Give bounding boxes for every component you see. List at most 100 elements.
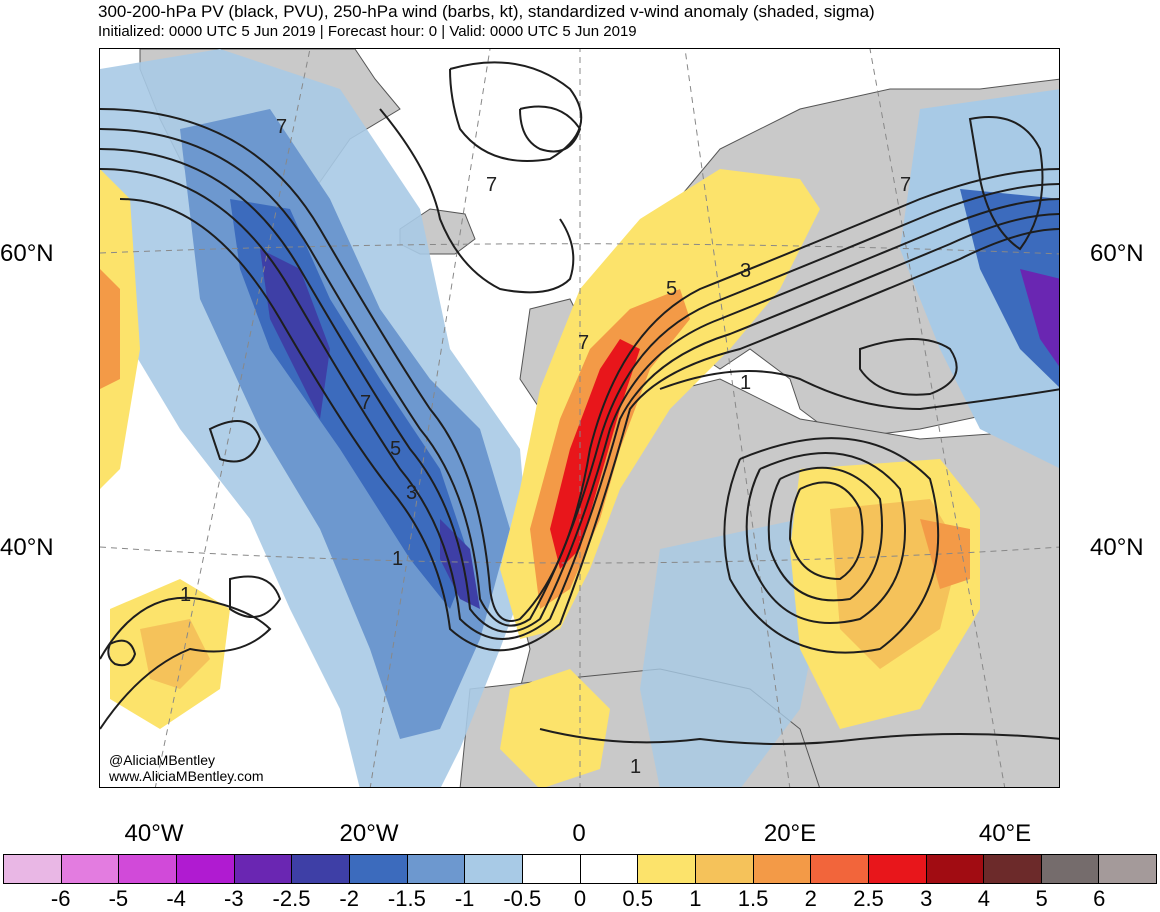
graticule — [100, 49, 1059, 787]
contour-label: 1 — [740, 372, 751, 394]
colorbar-tick-label: 4 — [977, 886, 991, 911]
colorbar-swatch — [1098, 854, 1158, 884]
colorbar-tick-label: 5 — [1035, 886, 1048, 911]
pv-contours — [100, 61, 1059, 745]
colorbar-tick-label: 6 — [1093, 886, 1106, 911]
positive-anomaly-central-core — [920, 519, 970, 589]
colorbar — [3, 854, 1158, 884]
colorbar-swatch — [983, 854, 1041, 884]
pv-contour — [100, 128, 1059, 627]
pv-contour — [100, 168, 1059, 640]
lon-label-40e: 40°E — [978, 820, 1032, 847]
colorbar-swatch — [1040, 854, 1099, 884]
pv-contour — [449, 61, 583, 162]
colorbar-tick-label: 2.5 — [853, 886, 884, 911]
colorbar-tick-label: 0 — [573, 886, 587, 911]
contour-label: 5 — [390, 438, 401, 460]
lon-label-0: 0 — [572, 820, 586, 847]
colorbar-swatch — [406, 854, 465, 884]
gridline-20e — [684, 49, 791, 787]
negative-anomaly-west-min2 — [440, 519, 480, 609]
lon-label-40w: 40°W — [124, 820, 184, 847]
contour-label: 7 — [486, 174, 497, 196]
gridline-40e — [869, 49, 1006, 787]
colorbar-swatch — [175, 854, 234, 884]
colorbar-swatch — [3, 854, 61, 884]
contour-label: 1 — [392, 548, 403, 570]
pv-contour — [859, 338, 958, 396]
pv-contour — [659, 370, 1059, 411]
pv-contour — [968, 116, 1044, 251]
lon-label-20w: 20°W — [339, 820, 399, 847]
colorbar-tick-label: -4 — [166, 886, 186, 911]
contour-label-group: 7 7 7 5 3 1 7 5 3 1 1 1 7 — [180, 116, 911, 778]
positive-anomaly-southwest-core — [140, 619, 210, 689]
colorbar-tick-label: -5 — [108, 886, 129, 911]
pv-contour — [519, 105, 582, 153]
lat-label-40n-left: 40°N — [0, 534, 54, 561]
lat-label-60n-right: 60°N — [1090, 240, 1144, 267]
map-title: 300-200-hPa PV (black, PVU), 250-hPa win… — [98, 2, 875, 21]
colorbar-swatch — [867, 854, 926, 884]
contour-label: 3 — [740, 260, 751, 282]
negative-anomaly-southeast — [640, 519, 820, 787]
colorbar-swatch — [925, 854, 984, 884]
contour-label: 7 — [360, 392, 371, 414]
colorbar-swatch — [694, 854, 753, 884]
pv-contour — [723, 437, 940, 654]
colorbar-tick-label: 1 — [689, 886, 702, 911]
colorbar-swatch — [810, 854, 868, 884]
colorbar-tick-label: 2 — [804, 886, 817, 911]
pv-contour — [539, 728, 1059, 745]
colorbar-swatch — [521, 854, 580, 884]
pv-contour — [100, 108, 1059, 622]
pv-contour — [208, 420, 262, 463]
colorbar-tick-label: -1 — [454, 886, 475, 911]
pv-contour — [379, 108, 575, 294]
colorbar-tick-label: 1.5 — [737, 886, 769, 911]
colorbar-tick-label: -3 — [224, 886, 244, 911]
pv-contour — [788, 481, 864, 581]
contour-label: 7 — [578, 332, 589, 354]
negative-anomaly-east — [900, 89, 1059, 469]
contour-label: 5 — [666, 278, 677, 300]
pv-contour — [100, 148, 1059, 633]
anomaly-shading — [100, 49, 1059, 787]
negative-anomaly-west-min — [260, 249, 330, 419]
colorbar-swatch — [637, 854, 695, 884]
contour-label: 7 — [900, 174, 911, 196]
positive-anomaly-west-strip-core — [100, 269, 120, 389]
pv-contour — [745, 452, 906, 624]
gridline-40w — [154, 49, 311, 787]
pv-contour — [107, 639, 137, 667]
colorbar-swatch — [348, 854, 407, 884]
map-subtitle: Initialized: 0000 UTC 5 Jun 2019 | Forec… — [98, 23, 637, 40]
contour-label: 1 — [180, 584, 191, 606]
lat-label-40n-right: 40°N — [1090, 534, 1144, 561]
positive-anomaly-iberia — [500, 669, 610, 787]
contour-label: 7 — [276, 116, 287, 138]
colorbar-swatch — [118, 854, 176, 884]
negative-anomaly-east-min — [1020, 269, 1059, 367]
pv-contour — [229, 575, 282, 618]
colorbar-tick-label: -2 — [339, 886, 359, 911]
gridline-20w — [369, 49, 491, 787]
pv-contour — [767, 466, 883, 602]
negative-anomaly-east-core — [960, 189, 1059, 388]
colorbar-tick-label: 0.5 — [622, 886, 653, 911]
pv-contour — [100, 596, 272, 730]
colorbar-swatch — [579, 854, 638, 884]
map-canvas: 7 7 7 5 3 1 7 5 3 1 1 1 7 — [100, 49, 1059, 787]
colorbar-tick-label: -1.5 — [387, 886, 426, 911]
credit-website: www.AliciaMBentley.com — [109, 768, 264, 784]
contour-label: 1 — [630, 756, 641, 778]
colorbar-tick-label: -0.5 — [503, 886, 542, 911]
colorbar-swatch — [752, 854, 811, 884]
colorbar-swatch — [291, 854, 349, 884]
colorbar-tick-label: -6 — [50, 886, 71, 911]
colorbar-swatch — [233, 854, 292, 884]
contour-label: 3 — [406, 482, 417, 504]
credit-handle: @AliciaMBentley — [109, 752, 216, 768]
lon-label-20e: 20°E — [763, 820, 817, 847]
lat-label-60n-left: 60°N — [0, 240, 54, 267]
